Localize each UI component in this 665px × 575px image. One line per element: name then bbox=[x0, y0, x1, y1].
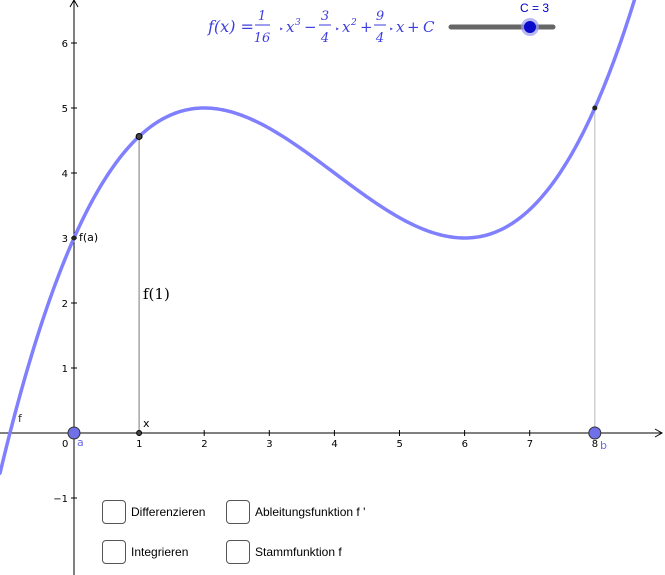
checkbox-box[interactable] bbox=[226, 500, 250, 524]
y-tick-label: −1 bbox=[53, 494, 68, 505]
checkbox-stammfunktion[interactable]: Stammfunktion f bbox=[226, 540, 342, 564]
y-tick-label: 3 bbox=[62, 234, 68, 245]
checkbox-integrieren[interactable]: Integrieren bbox=[102, 540, 188, 564]
curve-label-f: f bbox=[18, 412, 23, 425]
svg-text:16: 16 bbox=[254, 31, 271, 46]
x-axis-arrow-icon bbox=[654, 428, 664, 438]
label-f-of-1: f(1) bbox=[143, 285, 170, 303]
x-tick-label: 4 bbox=[331, 439, 337, 450]
y-tick-label: 6 bbox=[62, 39, 68, 50]
svg-text:‣: ‣ bbox=[389, 25, 394, 34]
x-tick-label: 8 bbox=[592, 439, 598, 450]
slider-handle[interactable] bbox=[524, 21, 536, 33]
checkbox-ableitungsfunktion[interactable]: Ableitungsfunktion f ' bbox=[226, 500, 365, 524]
svg-text:1: 1 bbox=[258, 9, 266, 24]
x-tick-label: 2 bbox=[201, 439, 207, 450]
checkbox-box[interactable] bbox=[102, 540, 126, 564]
svg-text:‣: ‣ bbox=[279, 25, 284, 34]
svg-text:+: + bbox=[360, 18, 373, 36]
point-f-of-b[interactable] bbox=[592, 105, 598, 111]
svg-text:3: 3 bbox=[295, 18, 301, 28]
point-label-x: x bbox=[143, 417, 150, 430]
point-label-a: a bbox=[77, 436, 84, 449]
svg-text:x: x bbox=[286, 18, 295, 36]
x-tick-label: 1 bbox=[136, 439, 142, 450]
checkbox-label: Differenzieren bbox=[131, 505, 206, 519]
svg-text:2: 2 bbox=[350, 18, 357, 28]
checkbox-label: Integrieren bbox=[131, 545, 189, 559]
svg-text:4: 4 bbox=[320, 31, 329, 46]
y-axis-arrow-icon bbox=[69, 0, 79, 8]
svg-text:‣: ‣ bbox=[335, 25, 340, 34]
point-f-of-1[interactable] bbox=[135, 132, 143, 140]
checkbox-box[interactable] bbox=[102, 500, 126, 524]
point-b[interactable] bbox=[588, 426, 602, 440]
x-tick-label: 0 bbox=[62, 439, 68, 450]
slider-label: C = 3 bbox=[520, 1, 549, 15]
function-formula: f(x) = 1 16 ‣ x 3 − 3 4 ‣ x 2 + 9 4 ‣ x … bbox=[207, 9, 435, 46]
x-tick-label: 6 bbox=[462, 439, 468, 450]
svg-text:f(x) =: f(x) = bbox=[207, 17, 254, 36]
svg-text:9: 9 bbox=[376, 9, 384, 24]
function-graph-f[interactable] bbox=[0, 0, 665, 475]
svg-text:C: C bbox=[423, 18, 435, 36]
point-f-of-a[interactable] bbox=[71, 235, 77, 241]
point-x[interactable] bbox=[136, 430, 143, 436]
y-tick-label: 1 bbox=[62, 364, 68, 375]
x-tick-label: 5 bbox=[397, 439, 403, 450]
point-label-f-of-a: f(a) bbox=[79, 231, 98, 244]
checkbox-label: Stammfunktion f bbox=[255, 545, 342, 559]
x-tick-label: 3 bbox=[266, 439, 272, 450]
y-tick-label: 4 bbox=[62, 169, 68, 180]
svg-text:x: x bbox=[342, 18, 351, 36]
svg-text:+: + bbox=[407, 18, 420, 36]
checkbox-box[interactable] bbox=[226, 540, 250, 564]
checkbox-label: Ableitungsfunktion f ' bbox=[255, 505, 366, 519]
point-label-b: b bbox=[600, 439, 607, 452]
y-axis-ticks: 6 5 4 3 2 1 −1 bbox=[53, 39, 77, 505]
x-tick-label: 7 bbox=[527, 439, 533, 450]
slider-c[interactable]: C = 3 bbox=[448, 1, 556, 36]
svg-text:−: − bbox=[304, 18, 317, 36]
svg-text:4: 4 bbox=[375, 31, 384, 46]
point-a[interactable] bbox=[67, 426, 81, 440]
y-tick-label: 5 bbox=[62, 104, 68, 115]
y-tick-label: 2 bbox=[62, 299, 68, 310]
svg-text:x: x bbox=[396, 18, 405, 36]
checkbox-differenzieren[interactable]: Differenzieren bbox=[102, 500, 205, 524]
svg-text:3: 3 bbox=[321, 9, 329, 24]
